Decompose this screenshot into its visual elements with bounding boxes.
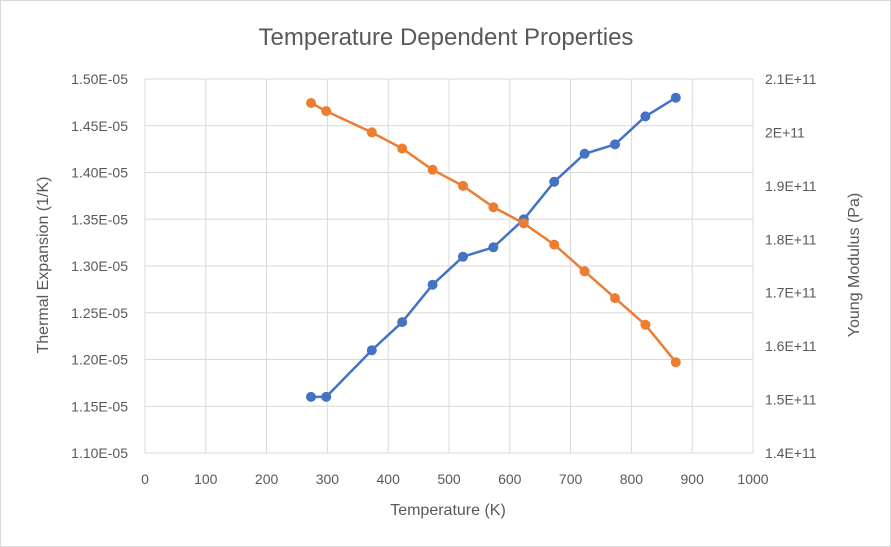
series-2-marker xyxy=(427,164,438,175)
series-1-marker xyxy=(640,111,651,122)
x-tick-label: 700 xyxy=(559,471,583,487)
series-2-marker xyxy=(670,357,681,368)
x-tick-label: 800 xyxy=(620,471,644,487)
series-1-marker xyxy=(397,317,408,328)
series-1-marker xyxy=(549,176,560,187)
series-2-line xyxy=(310,101,677,363)
x-tick-label: 0 xyxy=(141,471,149,487)
series-2-marker xyxy=(549,239,560,250)
x-tick-label: 600 xyxy=(498,471,522,487)
y2-tick-label: 1.5E+11 xyxy=(765,392,817,408)
y-tick-label: 1.10E-05 xyxy=(71,445,128,461)
y-tick-label: 1.40E-05 xyxy=(71,165,128,181)
series-2-marker xyxy=(321,106,332,117)
series-1-marker xyxy=(427,279,438,290)
y-tick-label: 1.45E-05 xyxy=(71,118,128,134)
x-axis-title: Temperature (K) xyxy=(390,502,506,519)
x-tick-label: 500 xyxy=(437,471,461,487)
series-2-marker xyxy=(366,127,377,138)
series-2-marker xyxy=(640,319,651,330)
y-tick-label: 1.20E-05 xyxy=(71,352,128,368)
y-tick-label: 1.35E-05 xyxy=(71,211,128,227)
y2-tick-label: 1.6E+11 xyxy=(765,338,817,354)
y-tick-label: 1.25E-05 xyxy=(71,305,128,321)
y-tick-label: 1.30E-05 xyxy=(71,258,128,274)
series-2-marker xyxy=(397,143,408,154)
series-2-marker xyxy=(579,266,590,277)
y2-tick-label: 1.4E+11 xyxy=(765,445,817,461)
y2-tick-label: 1.7E+11 xyxy=(765,285,817,301)
y2-tick-label: 1.9E+11 xyxy=(765,178,817,194)
x-tick-label: 900 xyxy=(681,471,705,487)
series-1-marker xyxy=(670,92,681,103)
y-axis-title: Thermal Expansion (1/K) xyxy=(35,177,52,354)
series-1-marker xyxy=(306,391,316,402)
y2-tick-label: 2.1E+11 xyxy=(765,71,817,87)
x-tick-label: 100 xyxy=(194,471,218,487)
y2-tick-label: 2E+11 xyxy=(765,124,805,140)
x-tick-label: 400 xyxy=(377,471,401,487)
series-2-marker xyxy=(488,202,499,213)
chart-title: Temperature Dependent Properties xyxy=(259,24,634,51)
series-2-marker xyxy=(610,293,620,304)
tick-labels: 0 100 200 300 400 500 600 700 800 900 1000 1.10E-05… xyxy=(71,71,817,487)
series-1-marker xyxy=(579,148,590,159)
y-tick-label: 1.50E-05 xyxy=(71,71,128,87)
series-1-marker xyxy=(366,345,377,356)
series-1-marker xyxy=(488,242,499,253)
series-1-marker xyxy=(458,251,468,262)
y2-axis-title: Young Modulus (Pa) xyxy=(846,193,863,337)
series-2-marker xyxy=(306,98,316,108)
series-1-marker xyxy=(321,391,332,402)
y-tick-label: 1.15E-05 xyxy=(71,398,128,414)
series-1-marker xyxy=(610,139,620,150)
series-2-marker xyxy=(458,180,468,191)
x-tick-label: 1000 xyxy=(737,471,768,487)
x-tick-label: 200 xyxy=(255,471,279,487)
series-layer xyxy=(306,92,681,402)
y2-tick-label: 1.8E+11 xyxy=(765,231,817,247)
series-2-marker xyxy=(518,218,529,229)
gridlines xyxy=(144,78,754,454)
x-tick-label: 300 xyxy=(316,471,340,487)
